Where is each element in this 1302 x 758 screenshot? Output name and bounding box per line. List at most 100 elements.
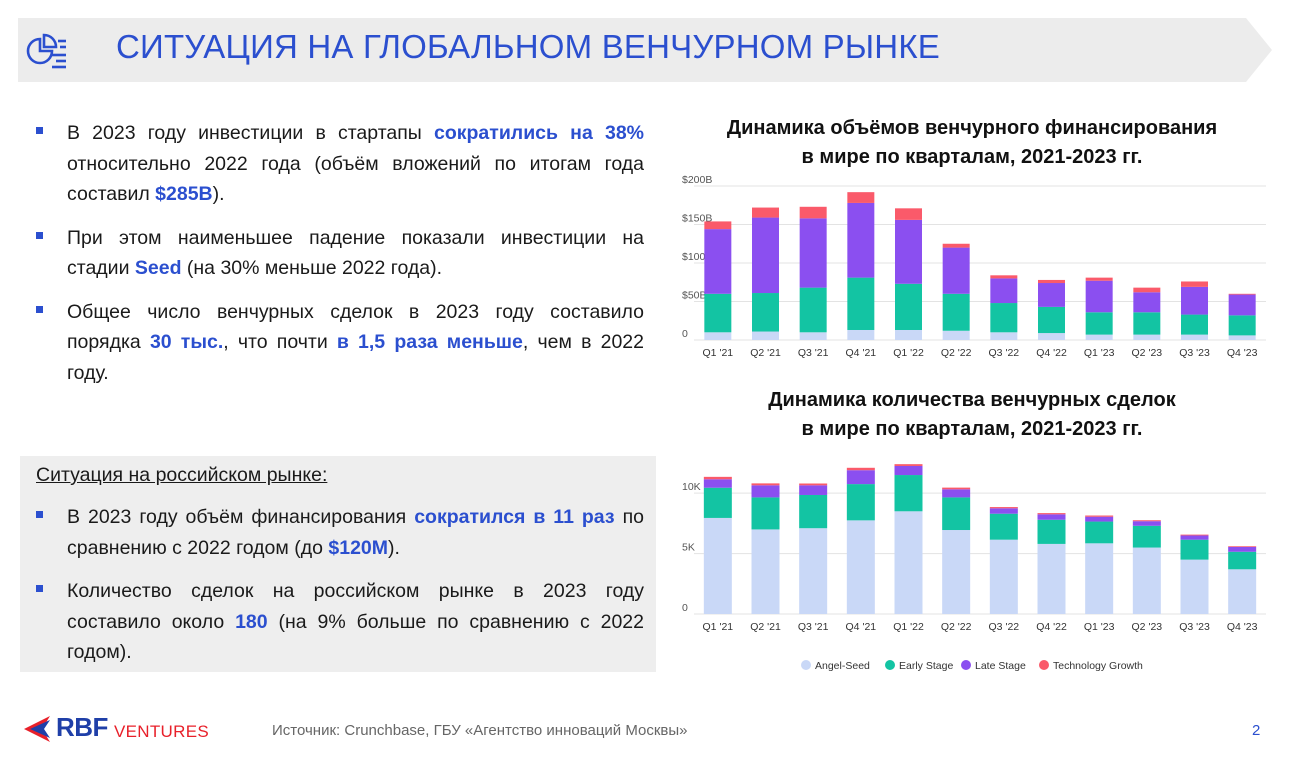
header-banner: СИТУАЦИЯ НА ГЛОБАЛЬНОМ ВЕНЧУРНОМ РЫНКЕ	[18, 18, 1272, 82]
deals-chart-title-line1: Динамика количества венчурных сделок	[768, 389, 1176, 411]
funding-bar-angel-seed	[1228, 335, 1256, 340]
deals-category-label: Q1 '23	[1084, 621, 1115, 633]
funding-bar-angel-seed	[1181, 334, 1208, 340]
deals-bar-early-stage	[751, 497, 780, 530]
funding-chart-title-line1: Динамика объёмов венчурного финансирован…	[726, 117, 1218, 139]
deals-bar-angel-seed	[1228, 569, 1257, 614]
bullet-marker	[36, 231, 43, 239]
funding-bar-early-stage	[847, 277, 875, 330]
logo-ventures-text: VENTURES	[114, 722, 209, 741]
funding-bar-angel-seed	[799, 332, 827, 340]
deals-bar-technology-growth	[1228, 546, 1257, 547]
funding-bar-technology-growth	[1038, 279, 1065, 284]
deals-category-label: Q2 '22	[941, 621, 972, 633]
funding-bar-early-stage	[942, 293, 970, 331]
deals-bar-angel-seed	[1180, 559, 1209, 614]
deals-category-label: Q1 '22	[893, 621, 924, 633]
funding-category-label: Q2 '22	[941, 347, 972, 359]
highlight-text: 180	[235, 610, 268, 633]
highlight-text: $120M	[328, 536, 388, 559]
page-title: СИТУАЦИЯ НА ГЛОБАЛЬНОМ ВЕНЧУРНОМ РЫНКЕ	[116, 28, 940, 65]
deals-chart-title-line2: в мире по кварталам, 2021-2023 гг.	[801, 418, 1143, 440]
bullet-text: (на 30% меньше 2022 года).	[181, 257, 443, 279]
funding-bar-late-stage	[704, 229, 732, 294]
deals-bar-angel-seed	[1085, 543, 1114, 614]
deals-bar-angel-seed	[989, 539, 1018, 614]
deals-bar-late-stage	[751, 485, 780, 498]
deals-bar-late-stage	[1085, 516, 1114, 522]
deals-category-label: Q3 '22	[989, 621, 1020, 633]
rbf-ventures-logo: RBF VENTURES	[22, 712, 222, 744]
bullet-text: , чем в 2022 году.	[67, 331, 644, 384]
funding-bar-technology-growth	[1228, 293, 1256, 295]
funding-bar-angel-seed	[847, 329, 875, 340]
funding-bar-angel-seed	[990, 332, 1018, 340]
deals-category-label: Q1 '21	[703, 621, 734, 633]
funding-bar-late-stage	[1133, 292, 1161, 313]
legend-label: Angel-Seed	[815, 660, 870, 672]
global-market-bullets: В 2023 году инвестиции в стартапы сократ…	[36, 118, 644, 401]
deals-bar-technology-growth	[846, 467, 875, 471]
funding-bar-early-stage	[990, 303, 1018, 333]
deals-bar-technology-growth	[1180, 534, 1209, 536]
funding-ytick-label: $200B	[682, 174, 712, 186]
funding-bar-early-stage	[1228, 315, 1256, 336]
deals-category-label: Q4 '21	[846, 621, 877, 633]
deals-bar-late-stage	[1037, 514, 1066, 520]
deals-bar-angel-seed	[799, 528, 828, 614]
bullet-marker	[36, 305, 43, 313]
deals-ytick-label: 0	[682, 602, 688, 614]
deals-bar-late-stage	[799, 485, 828, 495]
deals-bar-late-stage	[846, 470, 875, 485]
funding-bar-late-stage	[799, 218, 827, 288]
legend-swatch	[801, 660, 811, 670]
deals-chart-title: Динамика количества венчурных сделок в м…	[672, 386, 1272, 444]
report-chart-icon	[26, 33, 66, 69]
deals-bar-angel-seed	[1132, 547, 1161, 614]
bullet-marker	[36, 585, 43, 592]
deals-bar-early-stage	[894, 475, 923, 512]
logo-rbf-text: RBF	[56, 712, 108, 742]
deals-category-label: Q4 '22	[1036, 621, 1067, 633]
bullet-text: В 2023 году объём финансирования	[67, 506, 415, 528]
deals-bar-angel-seed	[846, 520, 875, 614]
deals-bar-late-stage	[1132, 521, 1161, 526]
funding-bar-angel-seed	[1085, 334, 1113, 340]
global-bullet-1: В 2023 году инвестиции в стартапы сократ…	[36, 118, 644, 210]
funding-bar-technology-growth	[895, 208, 922, 220]
legend-label: Technology Growth	[1053, 660, 1143, 672]
deals-bar-late-stage	[942, 489, 971, 498]
deals-bar-late-stage	[703, 479, 732, 488]
deals-bar-technology-growth	[894, 464, 923, 466]
funding-category-label: Q1 '23	[1084, 347, 1115, 359]
bullet-text: ).	[212, 183, 225, 205]
funding-bar-early-stage	[1085, 312, 1113, 335]
bullet-text: При этом наименьшее падение показали инв…	[67, 226, 644, 280]
funding-bar-angel-seed	[752, 331, 779, 340]
highlight-text: Seed	[134, 257, 182, 279]
deals-bar-early-stage	[703, 487, 732, 518]
deals-bar-early-stage	[1132, 525, 1161, 548]
funding-bar-angel-seed	[942, 330, 970, 340]
deals-bar-angel-seed	[1037, 543, 1066, 614]
funding-bar-early-stage	[1133, 312, 1161, 335]
legend-swatch	[961, 660, 971, 670]
funding-bar-technology-growth	[704, 221, 732, 230]
russia-market-box: Ситуация на российском рынке: В 2023 год…	[20, 456, 656, 672]
funding-bar-technology-growth	[752, 207, 779, 218]
funding-bar-technology-growth	[1181, 281, 1208, 287]
deals-bar-technology-growth	[703, 476, 732, 480]
deals-ytick-label: 10K	[682, 481, 701, 493]
deals-bar-angel-seed	[751, 529, 780, 614]
deals-category-label: Q4 '23	[1227, 621, 1258, 633]
funding-category-label: Q1 '22	[893, 347, 924, 359]
funding-ytick-label: 0	[682, 328, 688, 340]
deals-ytick-label: 5K	[682, 542, 695, 554]
deals-bar-early-stage	[989, 513, 1018, 540]
deals-bar-technology-growth	[799, 483, 828, 486]
header-band	[18, 18, 1272, 82]
highlight-text: 30 тыс.	[149, 331, 224, 353]
logo-mark-icon	[24, 716, 50, 742]
source-note: Источник: Crunchbase, ГБУ «Агентство инн…	[272, 722, 688, 739]
